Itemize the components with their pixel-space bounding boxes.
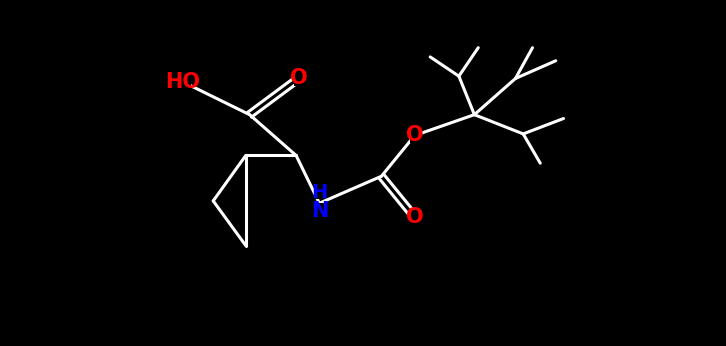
FancyBboxPatch shape [410, 128, 419, 143]
Text: O: O [406, 126, 423, 145]
FancyBboxPatch shape [410, 210, 419, 225]
Text: O: O [406, 207, 423, 227]
Text: H: H [311, 183, 327, 202]
FancyBboxPatch shape [315, 185, 324, 199]
Text: HO: HO [165, 72, 200, 92]
Text: N: N [311, 201, 328, 221]
FancyBboxPatch shape [174, 74, 191, 89]
FancyBboxPatch shape [294, 71, 303, 86]
FancyBboxPatch shape [315, 203, 324, 218]
Text: O: O [290, 69, 307, 89]
